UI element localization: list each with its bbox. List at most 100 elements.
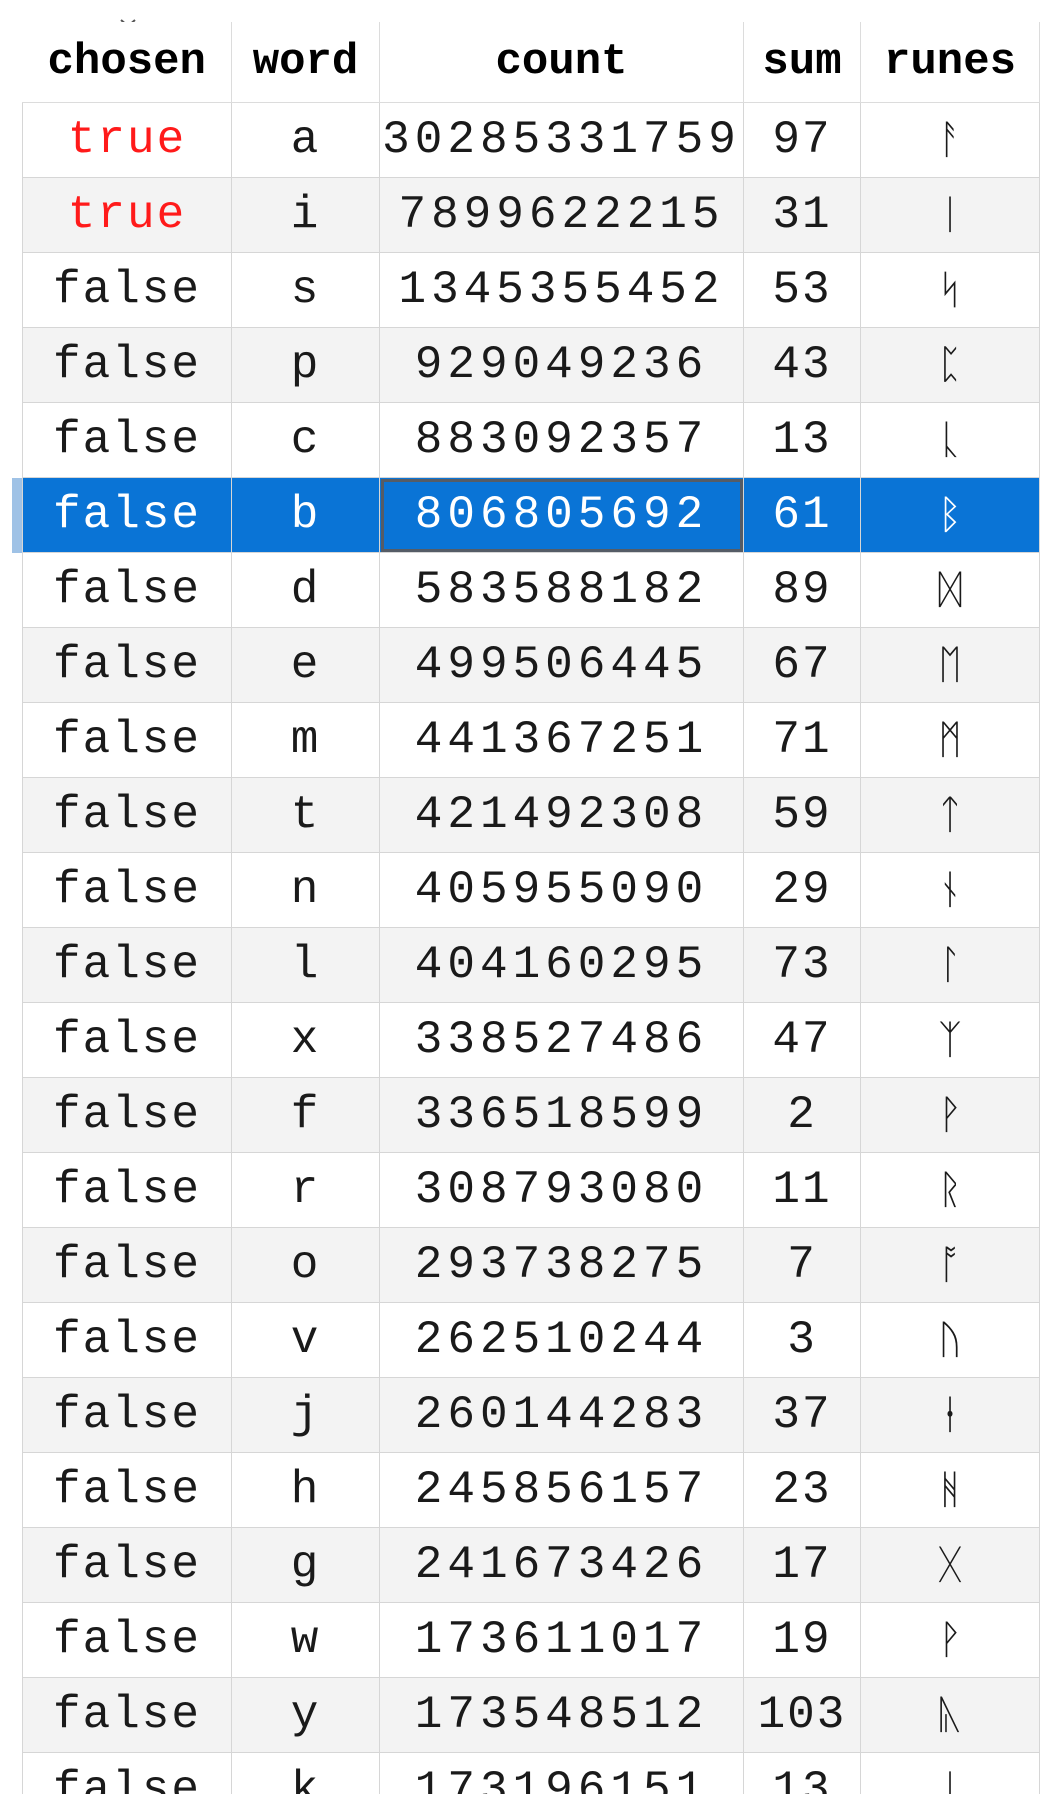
cell-word[interactable]: h <box>231 1452 380 1528</box>
cell-count[interactable]: 499506445 <box>379 627 744 703</box>
cell-chosen[interactable]: true <box>22 102 232 178</box>
table-row[interactable]: false p 929049236 43 ᛈ <box>22 327 1040 403</box>
table-row[interactable]: false v 262510244 3 ᚢ <box>22 1302 1040 1378</box>
cell-count[interactable]: 1345355452 <box>379 252 744 328</box>
cell-sum[interactable]: 61 <box>743 477 861 553</box>
cell-runes[interactable]: ᚩ <box>860 1227 1040 1303</box>
cell-sum[interactable]: 43 <box>743 327 861 403</box>
cell-word[interactable]: g <box>231 1527 380 1603</box>
cell-runes[interactable]: ᛏ <box>860 777 1040 853</box>
table-row[interactable]: false d 583588182 89 ᛞ <box>22 552 1040 628</box>
cell-runes[interactable]: ᛁ <box>860 177 1040 253</box>
table-row[interactable]: false c 883092357 13 ᚳ <box>22 402 1040 478</box>
cell-word[interactable]: y <box>231 1677 380 1753</box>
cell-count[interactable]: 260144283 <box>379 1377 744 1453</box>
table-row[interactable]: false m 441367251 71 ᛗ <box>22 702 1040 778</box>
column-header-chosen[interactable]: chosen <box>22 22 232 103</box>
cell-sum[interactable]: 3 <box>743 1302 861 1378</box>
cell-sum[interactable]: 11 <box>743 1152 861 1228</box>
cell-count[interactable]: 308793080 <box>379 1152 744 1228</box>
cell-count[interactable]: 806805692 <box>379 477 744 553</box>
cell-word[interactable]: j <box>231 1377 380 1453</box>
cell-runes[interactable]: ᛚ <box>860 927 1040 1003</box>
cell-sum[interactable]: 103 <box>743 1677 861 1753</box>
cell-count[interactable]: 336518599 <box>379 1077 744 1153</box>
cell-runes[interactable]: ᚹ <box>860 1077 1040 1153</box>
table-row[interactable]: false o 293738275 7 ᚩ <box>22 1227 1040 1303</box>
table-row[interactable]: false h 245856157 23 ᚻ <box>22 1452 1040 1528</box>
cell-word[interactable]: t <box>231 777 380 853</box>
table-row[interactable]: false s 1345355452 53 ᛋ <box>22 252 1040 328</box>
cell-sum[interactable]: 7 <box>743 1227 861 1303</box>
cell-count[interactable]: 441367251 <box>379 702 744 778</box>
table-row[interactable]: false k 173196151 13 ᛣ <box>22 1752 1040 1794</box>
cell-runes[interactable]: ᛋ <box>860 252 1040 328</box>
cell-sum[interactable]: 13 <box>743 1752 861 1794</box>
column-header-sum[interactable]: sum <box>743 22 861 103</box>
table-row[interactable]: false j 260144283 37 ᛂ <box>22 1377 1040 1453</box>
cell-word[interactable]: p <box>231 327 380 403</box>
cell-count[interactable]: 7899622215 <box>379 177 744 253</box>
table-row[interactable]: false l 404160295 73 ᛚ <box>22 927 1040 1003</box>
cell-sum[interactable]: 67 <box>743 627 861 703</box>
cell-sum[interactable]: 19 <box>743 1602 861 1678</box>
cell-sum[interactable]: 97 <box>743 102 861 178</box>
cell-chosen[interactable]: false <box>22 852 232 928</box>
cell-count[interactable]: 583588182 <box>379 552 744 628</box>
cell-chosen[interactable]: false <box>22 1077 232 1153</box>
cell-word[interactable]: i <box>231 177 380 253</box>
table-row[interactable]: false y 173548512 103 ᚣ <box>22 1677 1040 1753</box>
cell-word[interactable]: e <box>231 627 380 703</box>
cell-count[interactable]: 30285331759 <box>379 102 744 178</box>
cell-chosen[interactable]: false <box>22 702 232 778</box>
cell-runes[interactable]: ᛈ <box>860 327 1040 403</box>
cell-chosen[interactable]: false <box>22 252 232 328</box>
cell-count[interactable]: 173611017 <box>379 1602 744 1678</box>
cell-sum[interactable]: 47 <box>743 1002 861 1078</box>
cell-runes[interactable]: ᚷ <box>860 1527 1040 1603</box>
table-row[interactable]: false t 421492308 59 ᛏ <box>22 777 1040 853</box>
table-row[interactable]: true i 7899622215 31 ᛁ <box>22 177 1040 253</box>
cell-sum[interactable]: 29 <box>743 852 861 928</box>
cell-count[interactable]: 293738275 <box>379 1227 744 1303</box>
cell-count[interactable]: 929049236 <box>379 327 744 403</box>
cell-word[interactable]: d <box>231 552 380 628</box>
cell-sum[interactable]: 71 <box>743 702 861 778</box>
cell-count[interactable]: 173196151 <box>379 1752 744 1794</box>
cell-chosen[interactable]: false <box>22 1377 232 1453</box>
cell-chosen[interactable]: true <box>22 177 232 253</box>
column-header-runes[interactable]: runes <box>860 22 1040 103</box>
cell-count[interactable]: 405955090 <box>379 852 744 928</box>
cell-sum[interactable]: 59 <box>743 777 861 853</box>
cell-count[interactable]: 338527486 <box>379 1002 744 1078</box>
cell-runes[interactable]: ᚨ <box>860 102 1040 178</box>
table-row[interactable]: false r 308793080 11 ᚱ <box>22 1152 1040 1228</box>
cell-word[interactable]: x <box>231 1002 380 1078</box>
table-row[interactable]: false g 241673426 17 ᚷ <box>22 1527 1040 1603</box>
cell-runes[interactable]: ᛞ <box>860 552 1040 628</box>
cell-count[interactable]: 421492308 <box>379 777 744 853</box>
cell-runes[interactable]: ᛒ <box>860 477 1040 553</box>
table-row[interactable]: false w 173611017 19 ᚹ <box>22 1602 1040 1678</box>
table-row[interactable]: true a 30285331759 97 ᚨ <box>22 102 1040 178</box>
cell-chosen[interactable]: false <box>22 1677 232 1753</box>
cell-runes[interactable]: ᛉ <box>860 1002 1040 1078</box>
cell-word[interactable]: o <box>231 1227 380 1303</box>
cell-sum[interactable]: 89 <box>743 552 861 628</box>
cell-sum[interactable]: 13 <box>743 402 861 478</box>
cell-runes[interactable]: ᚳ <box>860 402 1040 478</box>
cell-count[interactable]: 241673426 <box>379 1527 744 1603</box>
cell-runes[interactable]: ᛣ <box>860 1752 1040 1794</box>
cell-sum[interactable]: 17 <box>743 1527 861 1603</box>
cell-word[interactable]: l <box>231 927 380 1003</box>
cell-sum[interactable]: 37 <box>743 1377 861 1453</box>
cell-chosen[interactable]: false <box>22 1152 232 1228</box>
cell-word[interactable]: s <box>231 252 380 328</box>
cell-runes[interactable]: ᛂ <box>860 1377 1040 1453</box>
cell-word[interactable]: c <box>231 402 380 478</box>
cell-chosen[interactable]: false <box>22 402 232 478</box>
cell-chosen[interactable]: false <box>22 1602 232 1678</box>
cell-sum[interactable]: 23 <box>743 1452 861 1528</box>
table-row[interactable]: false b 806805692 61 ᛒ <box>22 477 1040 553</box>
cell-word[interactable]: b <box>231 477 380 553</box>
